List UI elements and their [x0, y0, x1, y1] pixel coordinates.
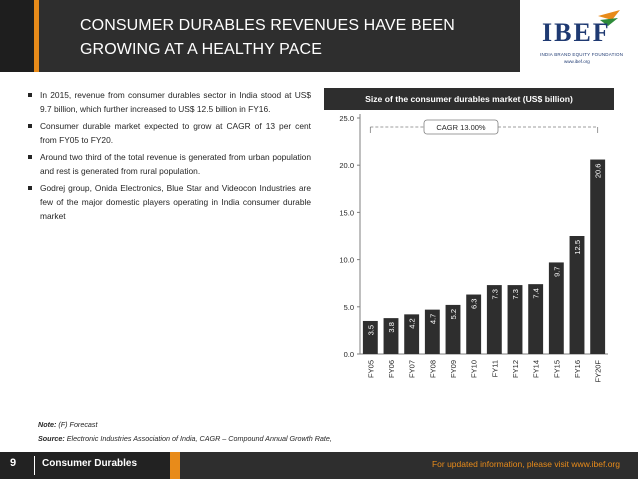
y-tick-label: 25.0 [339, 114, 354, 123]
bar [424, 309, 440, 354]
bullet-text: Consumer durable market expected to grow… [40, 121, 311, 145]
bullet-item: In 2015, revenue from consumer durables … [28, 88, 311, 116]
bird-icon [598, 10, 620, 26]
page-title: CONSUMER DURABLES REVENUES HAVE BEEN GRO… [80, 14, 500, 62]
footer-accent [170, 452, 180, 479]
y-tick-label: 15.0 [339, 208, 354, 217]
bar-value-label: 7.3 [490, 289, 499, 299]
bar [466, 294, 482, 354]
y-tick-label: 10.0 [339, 256, 354, 265]
footer-website-text: For updated information, please visit ww… [431, 459, 620, 469]
bar-value-label: 4.7 [428, 314, 437, 324]
bar-value-label: 12.5 [573, 240, 582, 255]
x-tick-label: FY11 [490, 360, 499, 377]
bullet-square-icon [28, 155, 32, 159]
chart-title: Size of the consumer durables market (US… [324, 88, 614, 110]
bar [590, 159, 606, 354]
bullet-square-icon [28, 186, 32, 190]
x-tick-label: FY16 [573, 360, 582, 378]
footer-section-title: Consumer Durables [42, 458, 138, 469]
logo-url: www.ibef.org [564, 59, 590, 64]
note-text: (F) Forecast [58, 420, 98, 429]
bullet-text: In 2015, revenue from consumer durables … [40, 90, 311, 114]
source-label: Source: [38, 434, 65, 443]
header-strip [0, 0, 34, 72]
page-number: 9 [10, 457, 17, 469]
cagr-annotation-text: CAGR 13.00% [436, 123, 486, 132]
bar-value-label: 7.3 [511, 289, 520, 299]
bar-value-label: 4.2 [408, 318, 417, 328]
footer-divider [34, 456, 35, 475]
header-accent [34, 0, 39, 72]
bar-value-label: 5.2 [449, 309, 458, 319]
bar [486, 285, 502, 354]
bullet-text: Around two third of the total revenue is… [40, 152, 311, 176]
bullet-square-icon [28, 124, 32, 128]
bullet-item: Around two third of the total revenue is… [28, 150, 311, 178]
bar [548, 262, 564, 354]
header: CONSUMER DURABLES REVENUES HAVE BEEN GRO… [0, 0, 638, 72]
x-tick-label: FY07 [408, 360, 417, 378]
bar [528, 284, 544, 354]
logo-tagline: INDIA BRAND EQUITY FOUNDATION [540, 52, 624, 57]
bar-value-label: 3.5 [366, 325, 375, 335]
bar-value-label: 9.7 [552, 266, 561, 276]
bar [362, 320, 378, 354]
footer: 9 Consumer Durables For updated informat… [0, 452, 638, 479]
bar [404, 314, 420, 354]
page-title-line1: CONSUMER DURABLES REVENUES HAVE BEEN [80, 17, 455, 34]
y-tick-label: 5.0 [344, 303, 354, 312]
bar-value-label: 3.8 [387, 322, 396, 332]
source-text: Electronic Industries Association of Ind… [66, 434, 332, 443]
source: Source: Electronic Industries Associatio… [38, 434, 332, 443]
bullet-square-icon [28, 93, 32, 97]
bullet-item: Godrej group, Onida Electronics, Blue St… [28, 181, 311, 223]
x-tick-label: FY09 [449, 360, 458, 378]
bar-chart: 0.0 5.0 10.0 15.0 20.0 25.0 3.5 FY05 3.8 FY06 4.2 F… [339, 114, 608, 383]
bar [507, 285, 523, 354]
bar-value-label: 20.6 [594, 164, 603, 179]
x-tick-label: FY15 [552, 360, 561, 378]
ibef-logo: IBEF INDIA BRAND EQUITY FOUNDATION www.i… [528, 8, 636, 66]
cagr-annotation-box [423, 119, 499, 135]
bullet-text: Godrej group, Onida Electronics, Blue St… [40, 183, 311, 221]
x-tick-label: FY06 [387, 360, 396, 378]
bar [445, 304, 461, 354]
x-tick-label: FY08 [428, 360, 437, 378]
bar [383, 318, 399, 354]
note-label: Note: [38, 420, 57, 429]
bar-value-label: 6.3 [470, 299, 479, 309]
x-tick-label: FY14 [532, 360, 541, 378]
note: Note: (F) Forecast [38, 420, 98, 429]
bullet-list: In 2015, revenue from consumer durables … [28, 88, 311, 226]
x-tick-label: FY12 [511, 360, 520, 378]
header-background [0, 0, 520, 72]
footer-left-block [0, 452, 170, 479]
bar-value-label: 7.4 [532, 288, 541, 298]
bullet-item: Consumer durable market expected to grow… [28, 119, 311, 147]
page-title-line2: GROWING AT A HEALTHY PACE [80, 41, 322, 58]
y-tick-label: 0.0 [344, 350, 354, 359]
y-tick-label: 20.0 [339, 161, 354, 170]
x-tick-label: FY05 [366, 360, 375, 378]
bar [569, 236, 585, 354]
x-tick-label: FY20F [594, 360, 603, 383]
x-tick-label: FY10 [470, 360, 479, 378]
logo-text: IBEF [542, 18, 611, 47]
